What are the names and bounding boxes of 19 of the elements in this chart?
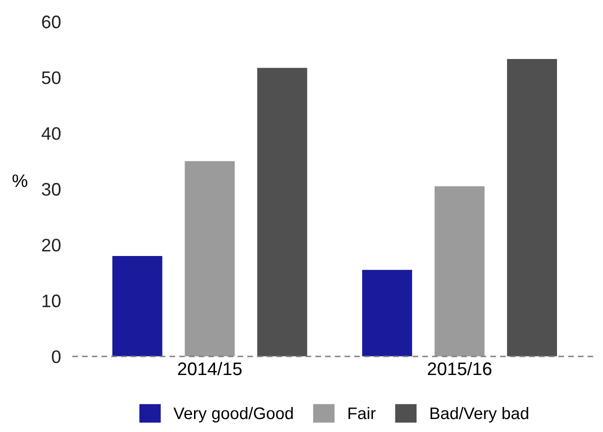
x-tick-label: 2015/16: [428, 362, 492, 376]
bar: [362, 270, 412, 356]
bar: [184, 161, 235, 356]
y-tick-label: 50: [42, 71, 61, 84]
bar: [257, 68, 308, 356]
y-tick-label: 10: [42, 294, 61, 308]
bar: [434, 186, 485, 356]
legend-label: Fair: [348, 406, 376, 420]
y-axis-title: %: [12, 174, 28, 188]
y-tick-label: 60: [42, 16, 61, 28]
y-tick-label: 20: [42, 238, 61, 252]
legend-label: Bad/Very bad: [430, 406, 528, 423]
y-tick-label: 30: [42, 182, 61, 196]
x-tick-label: 2014/15: [178, 362, 242, 376]
bar: [507, 58, 557, 356]
legend-label: Very good/Good: [173, 406, 293, 423]
y-tick-label: 40: [42, 127, 61, 140]
y-tick-label: 0: [52, 350, 61, 364]
bar: [112, 256, 162, 356]
